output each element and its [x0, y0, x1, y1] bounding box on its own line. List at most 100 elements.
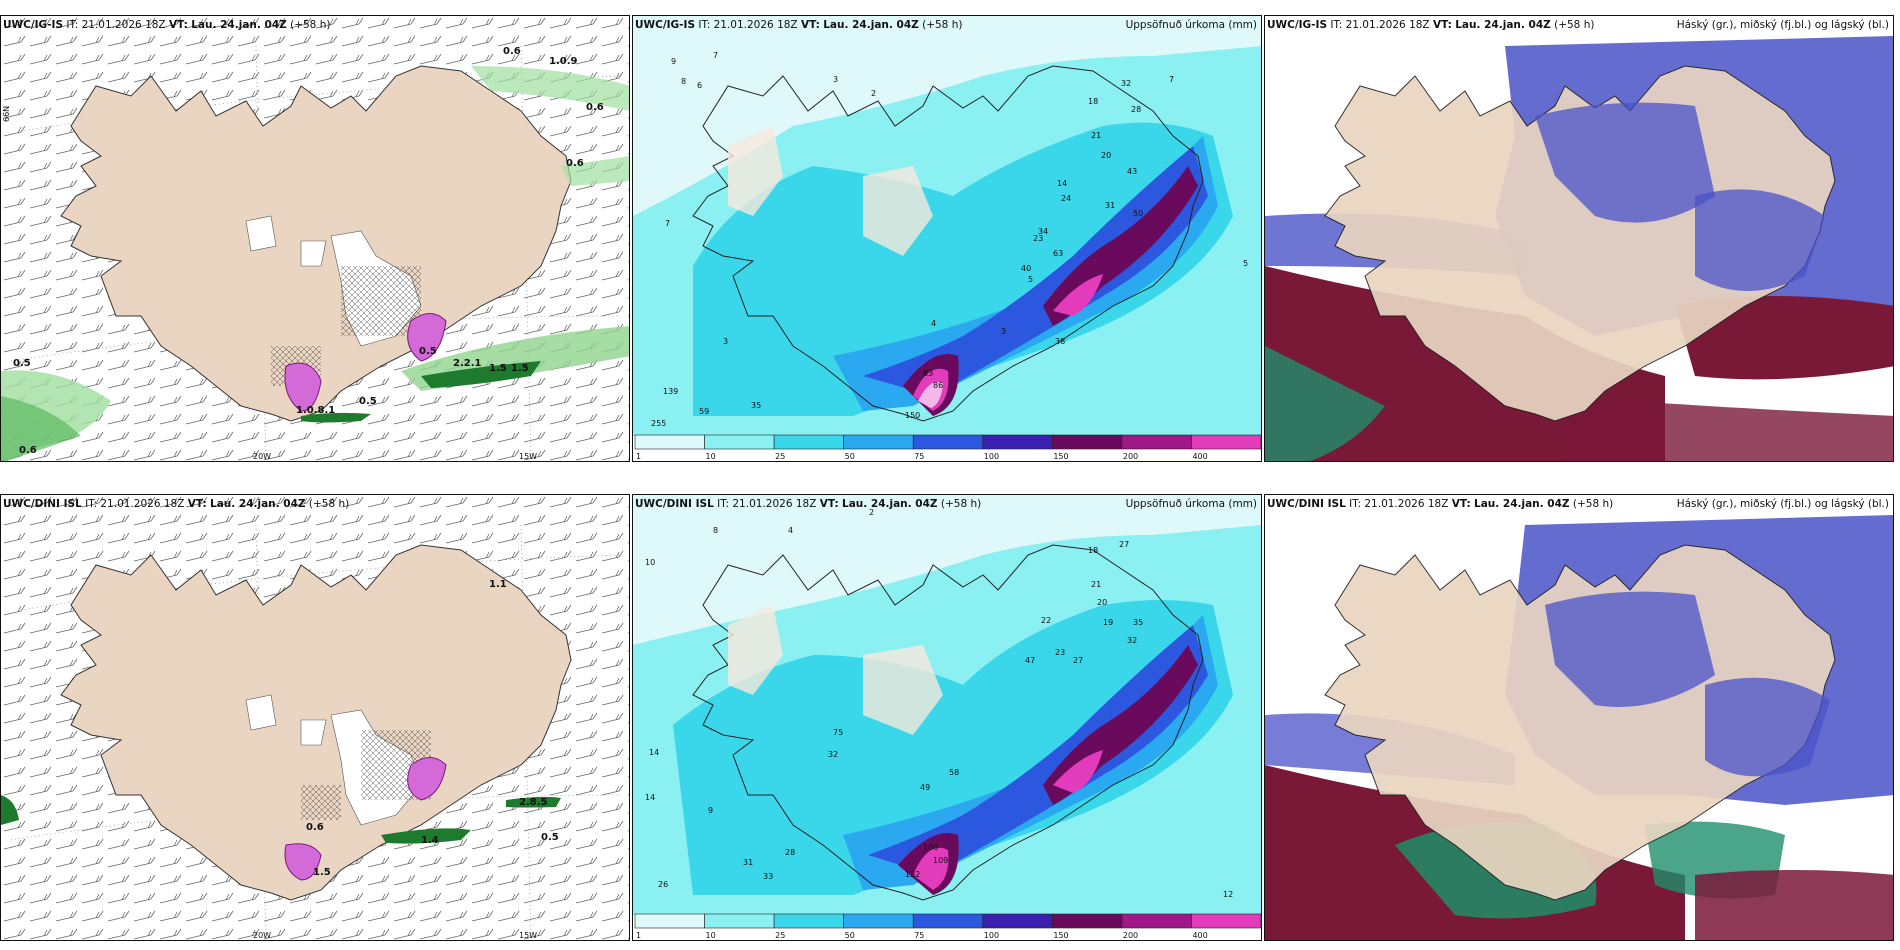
colorbar-segment: [704, 434, 775, 450]
precip-value: 100: [923, 843, 938, 852]
wind-value: 2.2.1: [453, 358, 482, 369]
panel-header: UWC/IG-IS IT: 21.01.2026 18Z VT: Lau. 24…: [635, 19, 963, 31]
wind-value: 0.6: [19, 445, 37, 456]
precip-value: 32: [1127, 636, 1137, 645]
colorbar-segment: [912, 434, 984, 450]
precip-value: 28: [1131, 105, 1141, 114]
colorbar-tick: 1: [636, 452, 641, 461]
colorbar-tick: 10: [706, 931, 716, 940]
colorbar-segment: [1191, 913, 1261, 929]
map-precip-dini: 8 4 10 2 18 27 22 21 20 19 35 32 47 23 2…: [633, 495, 1261, 915]
wind-value: 1.5: [313, 867, 331, 878]
colorbar-tick: 50: [845, 931, 855, 940]
precip-value: 2: [871, 89, 876, 98]
precip-value: 31: [743, 858, 753, 867]
precip-value: 43: [1127, 167, 1137, 176]
precip-value: 28: [785, 848, 795, 857]
precip-value: 8: [681, 77, 686, 86]
precip-value: 23: [1055, 648, 1065, 657]
precip-value: 21: [1091, 580, 1101, 589]
panel-clouds-igis: UWC/IG-IS IT: 21.01.2026 18Z VT: Lau. 24…: [1264, 15, 1894, 462]
precip-value: 18: [1088, 97, 1098, 106]
colorbar-tick: 100: [984, 931, 999, 940]
precip-value: 7: [665, 219, 670, 228]
panel-title: Uppsöfnuð úrkoma (mm): [1125, 498, 1257, 510]
panel-title: Uppsöfnuð úrkoma (mm): [1125, 19, 1257, 31]
precip-value: 31: [1105, 201, 1115, 210]
precip-value: 40: [1021, 264, 1031, 273]
wind-value: 0.5: [419, 346, 437, 357]
precip-value: 83: [923, 369, 933, 378]
colorbar-segment: [1191, 434, 1261, 450]
lon-label: 20W: [253, 452, 271, 461]
colorbar-segment: [773, 913, 844, 929]
map-wind-igis: 0.6 1.0.9 0.6 0.6 0.5 0.5 2.2.1 1.5 1.5 …: [1, 16, 629, 461]
panel-precip-dini: UWC/DINI ISL IT: 21.01.2026 18Z VT: Lau.…: [632, 494, 1262, 941]
colorbar-tick: 150: [1053, 452, 1068, 461]
map-clouds-dini: [1265, 495, 1893, 940]
precip-value: 27: [1073, 656, 1083, 665]
colorbar-tick: 150: [1053, 931, 1068, 940]
wind-value: 0.5: [541, 832, 559, 843]
precip-value: 23: [1033, 234, 1043, 243]
precip-value: 58: [949, 768, 959, 777]
panel-clouds-dini: UWC/DINI ISL IT: 21.01.2026 18Z VT: Lau.…: [1264, 494, 1894, 941]
colorbar-segment: [704, 913, 775, 929]
map-precip-igis: 9 7 8 3 6 2 7 3 18 32 7 21 20 43 28 14 2…: [633, 16, 1261, 436]
precip-value: 2: [869, 508, 874, 517]
panel-header: UWC/DINI ISL IT: 21.01.2026 18Z VT: Lau.…: [1267, 498, 1614, 510]
colorbar-segment: [1052, 913, 1123, 929]
map-wind-dini: 1.1 2.8.5 0.5 1.4 0.6 1.5 20W 15W: [1, 495, 629, 940]
precip-value: 59: [699, 407, 709, 416]
wind-value: 0.5: [359, 396, 377, 407]
precip-value: 9: [708, 806, 713, 815]
colorbar-segment: [843, 434, 914, 450]
colorbar-tick: 400: [1192, 452, 1207, 461]
colorbar-segment: [843, 913, 914, 929]
wind-value: 0.6: [306, 822, 324, 833]
panel-precip-igis: UWC/IG-IS IT: 21.01.2026 18Z VT: Lau. 24…: [632, 15, 1262, 462]
wind-value: 2.8.5: [519, 797, 548, 808]
precip-value: 7: [713, 51, 718, 60]
wind-value: 1.5: [489, 363, 507, 374]
precip-value: 3: [1001, 327, 1006, 336]
precip-value: 86: [933, 381, 943, 390]
colorbar-segment: [912, 913, 984, 929]
panel-title: Háský (gr.), miðský (fj.bl.) og lágský (…: [1676, 498, 1889, 510]
precip-value: 139: [663, 387, 678, 396]
precip-value: 33: [763, 872, 773, 881]
precip-value: 132: [905, 870, 920, 879]
panel-header: UWC/DINI ISL IT: 21.01.2026 18Z VT: Lau.…: [635, 498, 982, 510]
precip-value: 32: [1121, 79, 1131, 88]
colorbar-tick: 200: [1123, 931, 1138, 940]
precip-value: 7: [1169, 75, 1174, 84]
colorbar-segment: [773, 434, 844, 450]
wind-value: 0.6: [503, 46, 521, 57]
wind-value: 1.1: [489, 579, 507, 590]
wind-value: 0.5: [13, 358, 31, 369]
wind-value: 1.4: [421, 835, 439, 846]
precip-value: 49: [920, 783, 930, 792]
colorbar-segment: [634, 434, 705, 450]
precip-value: 34: [1038, 227, 1048, 236]
precip-value: 8: [713, 526, 718, 535]
precip-value: 3: [723, 337, 728, 346]
panel-header: UWC/DINI ISL IT: 21.01.2026 18Z VT: Lau.…: [3, 498, 350, 510]
precip-value: 6: [697, 81, 702, 90]
colorbar-tick: 25: [775, 452, 785, 461]
wind-value: 0.6: [586, 102, 604, 113]
precip-value: 63: [1053, 249, 1063, 258]
precip-value: 4: [788, 526, 793, 535]
precip-value: 12: [1223, 890, 1233, 899]
precip-value: 14: [649, 748, 659, 757]
precip-value: 21: [1091, 131, 1101, 140]
colorbar-tick: 1: [636, 931, 641, 940]
precip-value: 19: [1103, 618, 1113, 627]
panel-title: Háský (gr.), miðský (fj.bl.) og lágský (…: [1676, 19, 1889, 31]
wind-value: 1.5: [511, 363, 529, 374]
precip-value: 22: [1041, 616, 1051, 625]
colorbar-segment: [982, 913, 1053, 929]
map-clouds-igis: [1265, 16, 1893, 461]
precip-value: 38: [1055, 337, 1065, 346]
colorbar-segment: [634, 913, 705, 929]
